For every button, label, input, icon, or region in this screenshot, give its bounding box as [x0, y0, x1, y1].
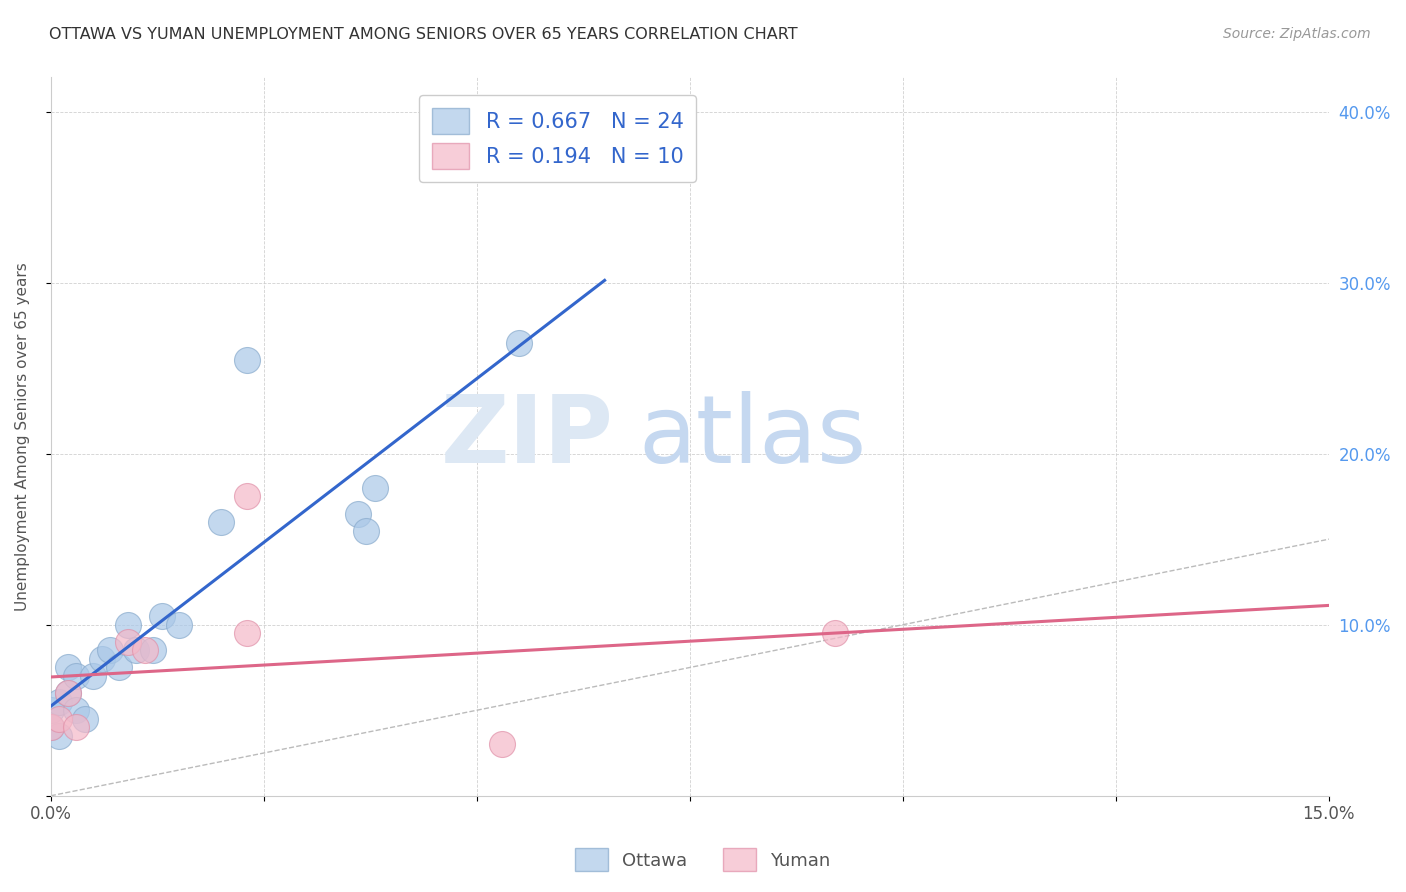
Point [117, 617, 139, 632]
Point [108, 660, 131, 674]
Y-axis label: Unemployment Among Seniors over 65 years: Unemployment Among Seniors over 65 years [15, 262, 30, 611]
Point [56, 686, 79, 700]
Point [65, 703, 87, 717]
Point [73, 712, 96, 726]
Point [82, 669, 104, 683]
Point [125, 643, 148, 657]
Point [65, 720, 87, 734]
Point [48, 695, 70, 709]
Text: atlas: atlas [638, 391, 868, 483]
Point [56, 660, 79, 674]
Text: OTTAWA VS YUMAN UNEMPLOYMENT AMONG SENIORS OVER 65 YEARS CORRELATION CHART: OTTAWA VS YUMAN UNEMPLOYMENT AMONG SENIO… [49, 27, 797, 42]
Point [236, 352, 259, 367]
Point [39, 720, 62, 734]
Point [363, 481, 385, 495]
Text: ZIP: ZIP [440, 391, 613, 483]
Point [56, 686, 79, 700]
Point [150, 609, 173, 624]
Point [508, 335, 530, 350]
Point [48, 712, 70, 726]
Point [491, 738, 513, 752]
Point [39, 720, 62, 734]
Point [209, 515, 232, 529]
Legend: Ottawa, Yuman: Ottawa, Yuman [568, 841, 838, 879]
Point [142, 643, 165, 657]
Point [39, 703, 62, 717]
Point [354, 524, 377, 538]
Point [48, 729, 70, 743]
Point [236, 490, 259, 504]
Point [65, 669, 87, 683]
Point [824, 626, 846, 640]
Point [134, 643, 156, 657]
Legend: R = 0.667   N = 24, R = 0.194   N = 10: R = 0.667 N = 24, R = 0.194 N = 10 [419, 95, 696, 182]
Text: Source: ZipAtlas.com: Source: ZipAtlas.com [1223, 27, 1371, 41]
Point [236, 626, 259, 640]
Point [100, 643, 122, 657]
Point [91, 652, 114, 666]
Point [167, 617, 190, 632]
Point [346, 507, 368, 521]
Point [117, 635, 139, 649]
